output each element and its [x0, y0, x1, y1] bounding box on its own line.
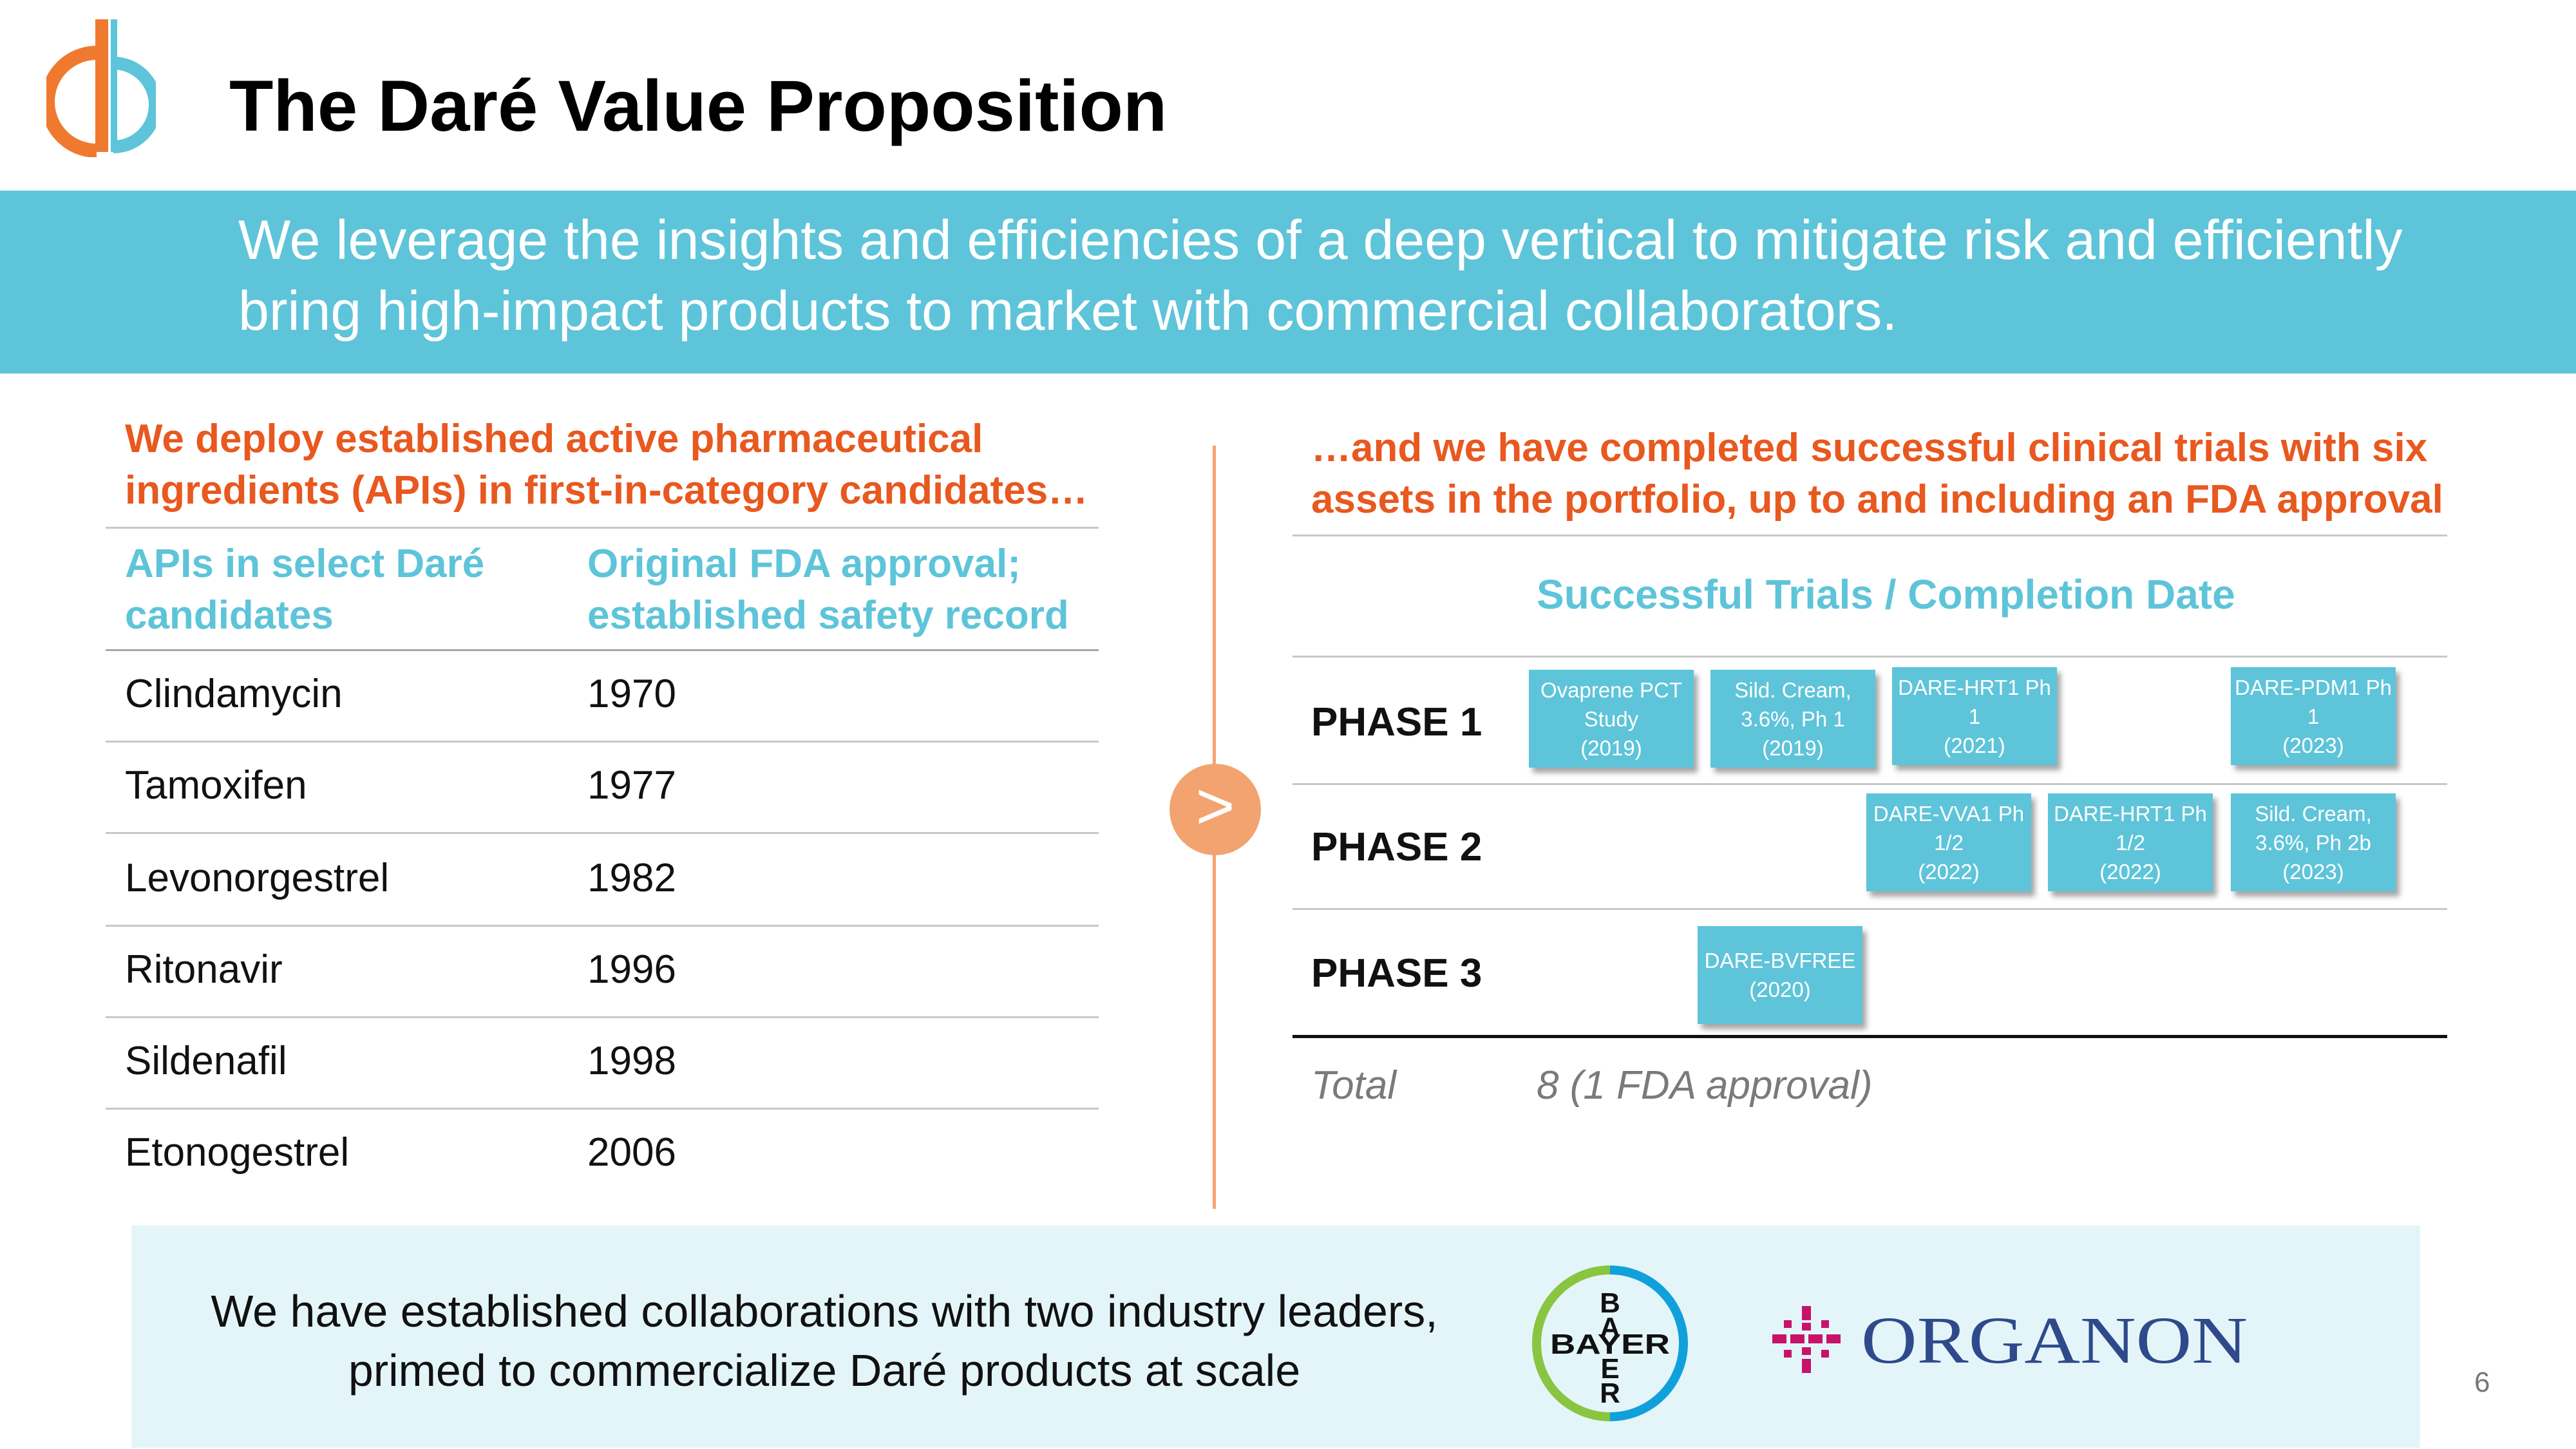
approval-year: 1998	[587, 1039, 676, 1083]
right-heading: …and we have completed successful clinic…	[1311, 426, 2443, 522]
approval-year: 1970	[587, 672, 676, 716]
bayer-letter: Y	[1598, 1329, 1621, 1360]
trial-date: (2023)	[2282, 733, 2344, 757]
phase-3-label: PHASE 3	[1311, 951, 1482, 996]
col-header-fda-approval: Original FDA approval; established safet…	[587, 542, 1069, 638]
col-header-apis: APIs in select Daré candidates	[125, 542, 485, 638]
api-name: Tamoxifen	[125, 763, 307, 808]
phase-1-label: PHASE 1	[1311, 700, 1482, 744]
table-rule	[106, 649, 1099, 651]
banner-text: We leverage the insights and efficiencie…	[238, 209, 2403, 342]
trial-date: (2021)	[1944, 733, 2005, 757]
table-rule	[106, 925, 1099, 927]
trial-date: (2019)	[1762, 735, 1824, 760]
bayer-letter: R	[1645, 1329, 1670, 1360]
trial-name: DARE-VVA1 Ph 1/2	[1873, 801, 2025, 855]
trial-name: DARE-HRT1 Ph 1	[1898, 675, 2051, 728]
bayer-letter: E	[1600, 1353, 1619, 1385]
trial-date: (2022)	[1918, 859, 1980, 884]
trial-box: DARE-VVA1 Ph 1/2 (2022)	[1866, 793, 2031, 891]
trial-name: Ovaprene PCT Study	[1540, 677, 1683, 731]
trial-box: DARE-BVFREE (2020)	[1698, 926, 1862, 1024]
api-name: Etonogestrel	[125, 1130, 350, 1175]
table-rule	[106, 1108, 1099, 1110]
approval-year: 1996	[587, 947, 676, 992]
trial-date: (2022)	[2099, 859, 2161, 884]
trial-name: DARE-BVFREE	[1704, 949, 1856, 972]
table-rule	[106, 832, 1099, 834]
collaborations-panel	[131, 1226, 2420, 1448]
organon-logo: ORGANON	[1772, 1303, 2248, 1378]
total-value: 8 (1 FDA approval)	[1537, 1063, 1873, 1108]
table-rule	[1293, 783, 2447, 785]
table-rule	[106, 527, 1099, 529]
left-heading: We deploy established active pharmaceuti…	[125, 417, 1088, 513]
api-name: Levonorgestrel	[125, 856, 390, 900]
table-rule	[106, 1016, 1099, 1018]
trial-name: Sild. Cream, 3.6%, Ph 1	[1734, 677, 1852, 731]
trial-name: DARE-PDM1 Ph 1	[2235, 675, 2392, 728]
organon-wordmark: ORGANON	[1861, 1303, 2248, 1378]
trial-box: Sild. Cream, 3.6%, Ph 2b (2023)	[2231, 793, 2396, 891]
bayer-letter: B	[1550, 1329, 1575, 1360]
table-rule	[106, 741, 1099, 743]
api-name: Clindamycin	[125, 672, 343, 716]
value-banner	[0, 191, 2576, 374]
api-name: Ritonavir	[125, 947, 283, 992]
trial-box: Ovaprene PCT Study (2019)	[1529, 670, 1694, 768]
trial-name: Sild. Cream, 3.6%, Ph 2b	[2255, 801, 2372, 855]
table-rule	[1293, 908, 2447, 910]
approval-year: 1982	[587, 856, 676, 900]
trial-date: (2020)	[1749, 978, 1811, 1001]
trial-box: DARE-HRT1 Ph 1/2 (2022)	[2048, 793, 2213, 891]
trial-date: (2019)	[1580, 735, 1642, 760]
bayer-letter: B	[1600, 1287, 1620, 1319]
total-rule	[1293, 1035, 2447, 1038]
table-rule	[1293, 656, 2447, 658]
approval-year: 1977	[587, 763, 676, 808]
page-title: The Daré Value Proposition	[229, 66, 1168, 146]
trial-box: DARE-HRT1 Ph 1 (2021)	[1892, 667, 2057, 765]
table-rule	[1293, 535, 2447, 536]
phase-2-label: PHASE 2	[1311, 825, 1482, 869]
approval-year: 2006	[587, 1130, 676, 1175]
trial-box: Sild. Cream, 3.6%, Ph 1 (2019)	[1710, 670, 1875, 768]
total-label: Total	[1311, 1063, 1397, 1108]
chevron-right-icon: >	[1170, 764, 1261, 855]
page-number: 6	[2474, 1367, 2490, 1398]
api-name: Sildenafil	[125, 1039, 287, 1083]
bayer-letter: A	[1600, 1312, 1620, 1343]
bayer-letter: A	[1575, 1329, 1600, 1360]
trial-name: DARE-HRT1 Ph 1/2	[2054, 801, 2207, 855]
trial-box: DARE-PDM1 Ph 1 (2023)	[2231, 667, 2396, 765]
trial-date: (2023)	[2282, 859, 2344, 884]
trials-table-title: Successful Trials / Completion Date	[1537, 571, 2235, 618]
bayer-letter: R	[1600, 1378, 1620, 1409]
collaborations-text: We have established collaborations with …	[211, 1286, 1438, 1396]
dare-logo-icon	[46, 19, 156, 157]
bayer-letter: E	[1621, 1329, 1644, 1360]
